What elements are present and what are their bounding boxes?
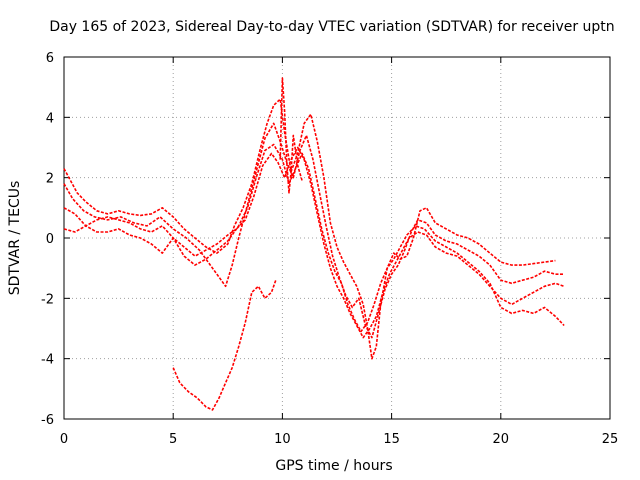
y-tick-label: 4 [46,111,54,126]
y-axis-label: SDTVAR / TECUs [7,181,23,296]
y-tick-label: -6 [41,413,54,428]
y-tick-label: -2 [41,292,54,307]
x-tick-label: 15 [383,432,400,447]
series-track-1 [63,98,556,360]
series-track-2 [63,122,565,339]
series-track-5 [172,279,277,411]
series-track-3 [63,146,565,339]
x-tick-label: 10 [274,432,291,447]
axis-ticks: 0 5 10 15 20 25 -6 -4 -2 0 2 4 6 [41,51,618,447]
x-tick-label: 5 [169,432,177,447]
series-track-4 [63,143,565,333]
x-axis-label: GPS time / hours [275,458,392,474]
chart-title: Day 165 of 2023, Sidereal Day-to-day VTE… [49,19,614,35]
grid-lines [64,57,610,419]
y-tick-label: 2 [46,172,54,187]
y-tick-label: 0 [46,232,54,247]
x-tick-label: 25 [602,432,619,447]
series-track-6 [279,77,303,194]
y-tick-label: 6 [46,51,54,66]
x-tick-label: 0 [60,432,68,447]
y-tick-label: -4 [41,353,54,368]
x-tick-label: 20 [493,432,510,447]
data-series [63,77,565,411]
